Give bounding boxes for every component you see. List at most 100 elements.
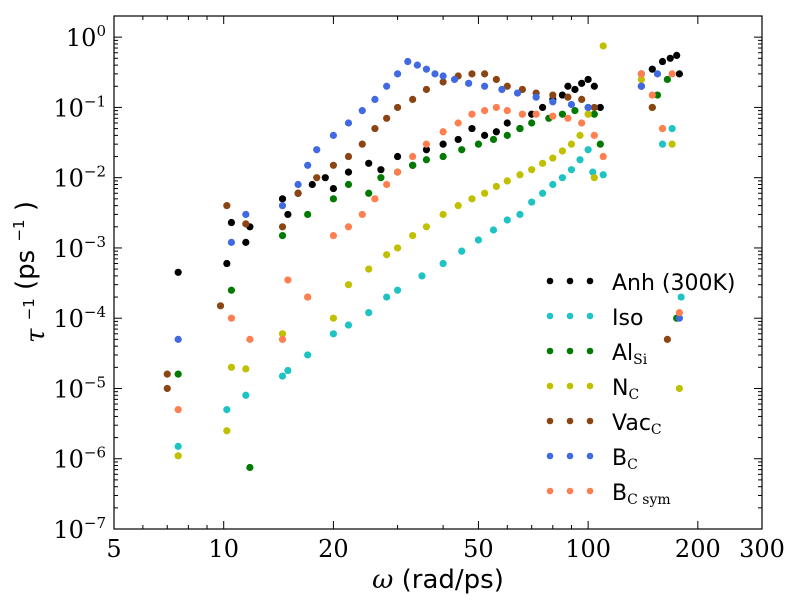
data-point [422, 140, 431, 148]
y-tick-label: 10−6 [53, 444, 106, 474]
data-point [422, 85, 431, 94]
data-point [358, 107, 366, 115]
x-tick-label: 10 [208, 535, 239, 563]
data-point [584, 103, 592, 112]
data-point [668, 70, 676, 78]
data-point [558, 91, 567, 99]
data-point [468, 195, 476, 203]
data-point [675, 70, 683, 78]
data-point [498, 85, 506, 94]
data-point [371, 195, 379, 203]
x-axis-title: ω (rad/ps) [372, 565, 504, 595]
data-point [422, 156, 431, 164]
data-point [439, 152, 447, 161]
data-point [439, 210, 447, 219]
data-point [329, 184, 338, 193]
data-point [489, 135, 498, 144]
data-point [528, 198, 536, 206]
data-point [468, 110, 476, 118]
svg-text:BC: BC [612, 446, 638, 473]
data-point [393, 70, 402, 78]
data-point [439, 128, 447, 136]
data-point [174, 406, 182, 414]
svg-text:Iso: Iso [612, 306, 643, 331]
legend-item: BC sym [546, 481, 671, 508]
data-point [329, 314, 338, 322]
data-point [549, 91, 557, 99]
data-point [538, 103, 547, 112]
data-point [377, 174, 385, 182]
data-point [344, 119, 353, 127]
y-tick-label: 10−5 [53, 373, 106, 403]
data-point [658, 124, 667, 133]
data-point [329, 131, 338, 139]
points-layer [163, 42, 685, 472]
data-point [304, 161, 312, 169]
data-point [227, 363, 236, 371]
data-point [528, 166, 536, 174]
svg-text:VacC: VacC [612, 411, 662, 438]
data-point [549, 154, 557, 162]
data-point [558, 174, 567, 182]
data-point [227, 314, 236, 322]
data-point [653, 91, 662, 99]
data-point [458, 146, 466, 154]
data-point [578, 79, 586, 87]
data-point [584, 75, 592, 84]
data-point [344, 223, 353, 231]
data-point [278, 223, 287, 231]
data-point [663, 335, 671, 343]
data-point [409, 152, 417, 161]
data-point [584, 146, 592, 154]
legend-item: BC [546, 446, 638, 473]
data-point [242, 220, 250, 228]
data-point [321, 174, 329, 182]
data-point [590, 131, 598, 139]
data-point [174, 268, 182, 276]
data-point [564, 93, 572, 101]
data-point [503, 177, 511, 185]
data-point [492, 182, 500, 191]
data-point [344, 152, 353, 161]
data-point [278, 202, 287, 210]
data-point [242, 391, 250, 399]
data-point [599, 42, 607, 50]
data-point [571, 107, 579, 115]
data-point [578, 95, 586, 104]
data-point [590, 110, 598, 118]
data-point [677, 293, 685, 301]
legend-item: VacC [546, 411, 662, 438]
data-point [590, 174, 598, 182]
data-point [503, 131, 511, 139]
data-point [223, 259, 231, 268]
data-point [383, 114, 391, 122]
data-point [637, 75, 645, 84]
data-point [413, 61, 421, 69]
data-point [246, 463, 254, 472]
data-point [174, 335, 182, 343]
data-point [439, 259, 447, 268]
data-point [489, 226, 498, 234]
data-point [313, 146, 321, 154]
data-point [304, 351, 312, 359]
data-point [409, 161, 417, 169]
data-point [216, 302, 225, 310]
data-point [668, 124, 676, 133]
data-point [637, 82, 645, 90]
data-point [383, 251, 391, 259]
data-point [223, 202, 231, 210]
data-point [174, 370, 182, 378]
data-point [450, 75, 459, 84]
data-point [454, 135, 462, 144]
data-point [589, 168, 597, 176]
data-point [344, 180, 353, 189]
y-tick-label: 10−1 [53, 92, 106, 122]
legend-item: Iso [546, 306, 643, 331]
data-point [474, 236, 483, 244]
data-point [596, 140, 604, 148]
data-point [308, 180, 316, 189]
data-point [284, 210, 292, 219]
data-point [584, 110, 592, 118]
data-point [294, 189, 302, 197]
